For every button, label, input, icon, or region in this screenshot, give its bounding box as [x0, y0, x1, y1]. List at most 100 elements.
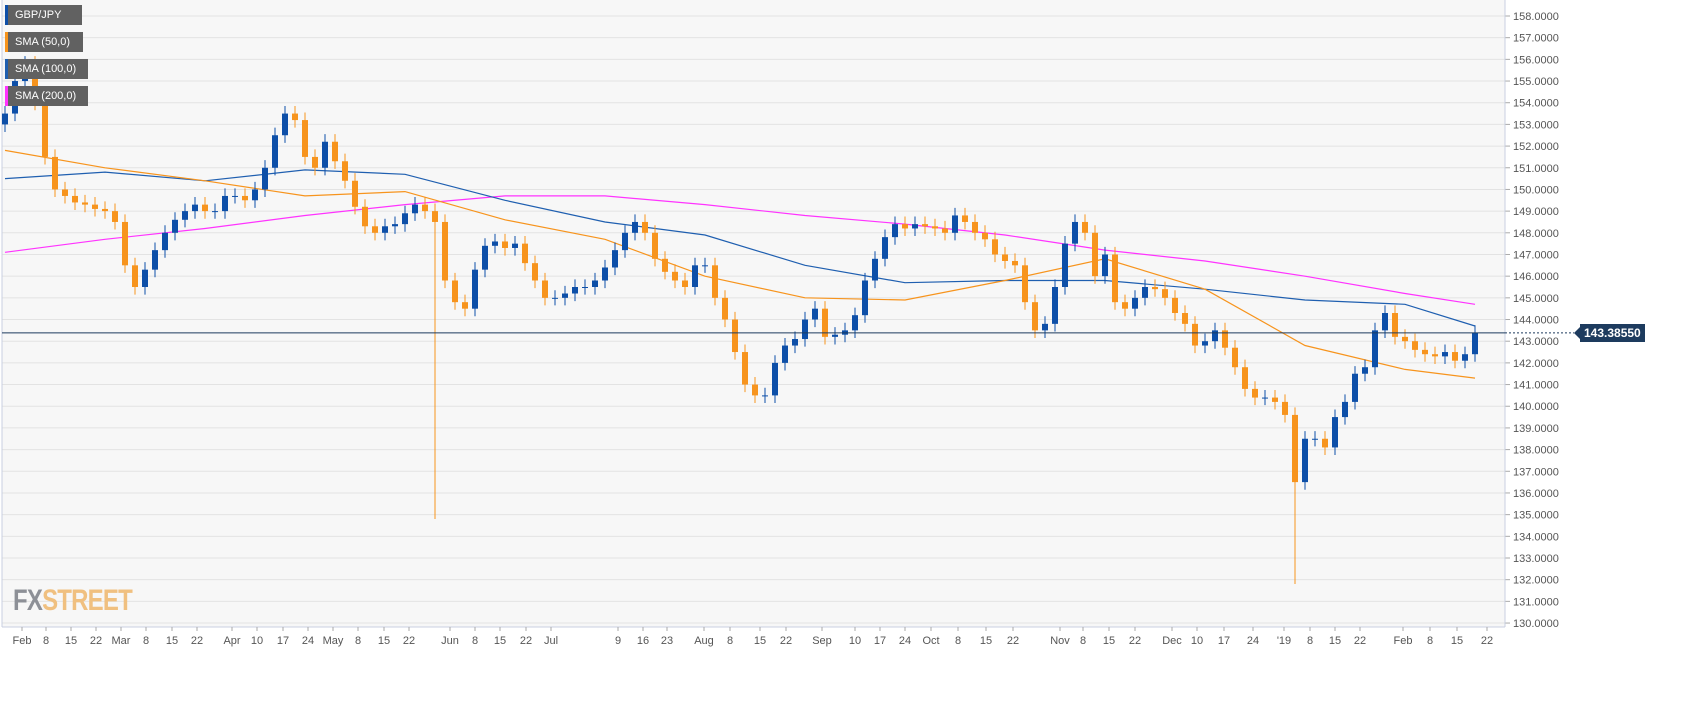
x-tick-label: 22 — [191, 635, 203, 647]
candle — [132, 257, 138, 295]
candle — [1432, 346, 1438, 364]
candle — [882, 229, 888, 267]
candle — [1472, 325, 1478, 362]
candle — [282, 105, 288, 143]
y-tick-label: 135.0000 — [1513, 510, 1559, 522]
legend-label: SMA (200,0) — [15, 90, 77, 102]
candle — [822, 301, 828, 345]
candle-body — [542, 280, 548, 298]
candle-body — [1272, 397, 1278, 402]
candle — [1202, 333, 1208, 354]
legend-sma100[interactable]: SMA (100,0) — [5, 59, 88, 79]
candle-body — [942, 228, 948, 233]
candle-body — [1012, 260, 1018, 266]
candle-body — [1232, 347, 1238, 368]
x-tick-label: Mar — [112, 635, 131, 647]
candle — [432, 203, 438, 519]
candle-body — [912, 224, 918, 229]
candle — [812, 301, 818, 328]
candle — [922, 216, 928, 234]
candle — [1372, 322, 1378, 375]
y-tick-label: 143.0000 — [1513, 336, 1559, 348]
candle-body — [852, 315, 858, 331]
candle — [522, 236, 528, 271]
y-tick-label: 134.0000 — [1513, 531, 1559, 543]
candle-body — [892, 224, 898, 238]
candle-body — [292, 113, 298, 121]
legend-gbpjpy[interactable]: GBP/JPY — [5, 5, 82, 25]
candle — [1052, 279, 1058, 332]
candle — [912, 216, 918, 237]
candle-body — [402, 213, 408, 225]
candle-body — [352, 180, 358, 207]
candle-body — [622, 232, 628, 251]
x-tick-label: 8 — [355, 635, 361, 647]
candle — [542, 272, 548, 306]
candle-body — [512, 243, 518, 248]
x-tick-label: Jul — [544, 635, 558, 647]
y-tick-label: 146.0000 — [1513, 271, 1559, 283]
candle — [142, 262, 148, 295]
candle — [792, 331, 798, 354]
candle — [442, 214, 448, 289]
candle — [252, 181, 258, 208]
candle-body — [872, 258, 878, 281]
candle — [692, 257, 698, 295]
candle — [1422, 342, 1428, 362]
y-tick-label: 156.0000 — [1513, 54, 1559, 66]
candle — [1132, 290, 1138, 317]
candle — [1182, 305, 1188, 332]
candle-body — [62, 189, 68, 196]
x-tick-label: 15 — [378, 635, 390, 647]
candle — [932, 218, 938, 237]
candle — [1292, 407, 1298, 585]
candle-body — [1262, 397, 1268, 399]
y-tick-label: 153.0000 — [1513, 119, 1559, 131]
candle-body — [832, 334, 838, 337]
candle — [262, 160, 268, 198]
candle — [242, 188, 248, 208]
y-tick-label: 149.0000 — [1513, 206, 1559, 218]
sma200-line — [4, 195, 1476, 305]
candle-body — [952, 215, 958, 233]
y-tick-label: 132.0000 — [1513, 575, 1559, 587]
candle — [292, 105, 298, 128]
candle-body — [882, 237, 888, 259]
candle — [312, 149, 318, 176]
candle-body — [1442, 352, 1448, 357]
candle-body — [232, 195, 238, 197]
candle-body — [1402, 336, 1408, 342]
legend-swatch — [5, 86, 8, 106]
candle-body — [1342, 401, 1348, 418]
y-tick-label: 130.0000 — [1513, 618, 1559, 630]
y-tick-label: 150.0000 — [1513, 184, 1559, 196]
y-tick-label: 144.0000 — [1513, 315, 1559, 327]
x-tick-label: Jun — [441, 635, 459, 647]
candle-body — [702, 265, 708, 267]
candle-body — [222, 195, 228, 212]
candle — [62, 181, 68, 204]
candle-body — [1222, 330, 1228, 348]
candle — [602, 259, 608, 289]
candle — [532, 255, 538, 289]
legend-sma200[interactable]: SMA (200,0) — [5, 86, 88, 106]
candle — [872, 251, 878, 289]
legend-sma50[interactable]: SMA (50,0) — [5, 32, 83, 52]
logo-fx: FX — [13, 584, 43, 617]
candle-body — [1112, 254, 1118, 303]
candle — [122, 214, 128, 273]
candle — [352, 173, 358, 215]
candle-body — [1172, 297, 1178, 314]
candle-body — [1332, 417, 1338, 448]
candle-body — [282, 113, 288, 136]
candle-body — [482, 245, 488, 270]
candle — [1172, 290, 1178, 321]
x-tick-label: 15 — [1329, 635, 1341, 647]
x-tick-label: 8 — [955, 635, 961, 647]
candle-body — [672, 271, 678, 281]
candle — [1312, 431, 1318, 447]
x-tick-label: 22 — [1481, 635, 1493, 647]
candle — [1082, 214, 1088, 241]
candle-body — [522, 243, 528, 264]
candle-body — [1022, 265, 1028, 303]
